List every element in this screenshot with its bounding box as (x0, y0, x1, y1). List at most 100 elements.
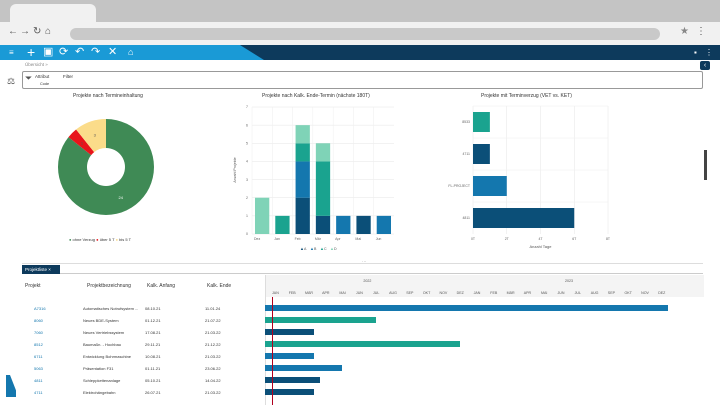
gantt-bar[interactable] (265, 377, 321, 383)
star-icon[interactable]: ★ (680, 26, 689, 37)
column-header[interactable]: Projektbezeichnung (87, 283, 131, 289)
month-label: MÄR (506, 291, 515, 295)
resize-handle-icon[interactable]: ··· (362, 259, 367, 264)
project-link[interactable]: 4811 (34, 378, 43, 383)
back-icon[interactable]: ← (8, 26, 18, 37)
bar-4711 (473, 144, 490, 164)
legend-A: A (304, 247, 307, 250)
month-label: FEB (288, 291, 296, 295)
dashboard-icon[interactable]: ⚖ (7, 76, 16, 86)
month-label: OKT (624, 291, 632, 295)
y-tick-label: 4711 (462, 152, 470, 156)
table-cell: Automatisches Notrufsystem ... (83, 306, 139, 311)
x-axis-label: Anzahl Tage (530, 244, 553, 249)
legend-ueber-5t[interactable]: über 5 T (99, 237, 115, 242)
table-cell: 05.10.21 (145, 378, 161, 383)
refresh-icon[interactable]: ⟳ (59, 46, 69, 58)
y-tick-label: 6 (246, 123, 248, 127)
redo-icon[interactable]: ↷ (91, 46, 101, 58)
month-label: DEZ (658, 291, 666, 295)
collapse-panel-button[interactable]: ‹ (700, 61, 710, 70)
legend-ohne-verzug[interactable]: ohne Verzug (72, 237, 96, 242)
bar-C-Mär (315, 161, 331, 216)
x-tick-label: 6T (572, 237, 577, 241)
breadcrumb[interactable]: Übersicht » (25, 62, 48, 67)
column-header[interactable]: Projekt (25, 283, 41, 289)
table-cell: Schleppkettenanlage (83, 378, 121, 383)
project-link[interactable]: 8060 (34, 318, 43, 323)
menu-icon[interactable]: ⋮ (696, 26, 706, 37)
home-icon[interactable]: ⌂ (128, 47, 134, 57)
year-label: 2022 (363, 279, 372, 283)
gantt-bar[interactable] (265, 317, 376, 323)
gantt-bar[interactable] (265, 389, 314, 395)
filter-label[interactable]: Filter (63, 74, 73, 79)
donut-slice-1 (68, 129, 95, 156)
gantt-bar[interactable] (265, 305, 669, 311)
gantt-header (266, 275, 704, 297)
menu-icon[interactable]: ≡ (9, 48, 14, 57)
close-icon[interactable]: ✕ (108, 46, 118, 58)
project-link[interactable]: A7316 (34, 306, 46, 311)
attribute-label[interactable]: Attribut (35, 74, 50, 79)
bar-A-Mai (356, 215, 371, 234)
more-icon[interactable]: ⋮ (705, 48, 713, 57)
y-tick-label: FL-PROJECT (448, 184, 470, 188)
bar-C-Jan (275, 215, 290, 234)
divider[interactable] (22, 263, 703, 264)
project-link[interactable]: 7060 (34, 330, 43, 335)
gantt-bar[interactable] (265, 341, 460, 347)
month-label: FEB (490, 291, 498, 295)
legend-icon: ▲ (310, 246, 314, 250)
gantt-bar[interactable] (265, 329, 314, 335)
window-icon[interactable]: ▪ (694, 48, 697, 57)
y-tick-label: 5 (246, 141, 248, 145)
bar-A-Feb (295, 197, 310, 234)
scrollbar[interactable] (704, 150, 707, 180)
month-label: SEP (607, 291, 615, 295)
slice-label: 24 (119, 195, 124, 200)
y-tick-label: 3 (246, 178, 248, 182)
column-header[interactable]: Kalk. Anfang (147, 283, 176, 289)
donut-chart: 24 1 3 (57, 119, 154, 215)
table-cell: 29.11.21 (145, 342, 161, 347)
bar-A-Mär (315, 215, 331, 234)
browser-tab[interactable] (10, 4, 96, 24)
undo-icon[interactable]: ↶ (75, 46, 85, 58)
legend-B: B (314, 247, 317, 250)
tab-projektliste[interactable]: Projektliste × (22, 265, 60, 274)
gantt-bar[interactable] (265, 353, 314, 359)
filter-icon[interactable]: ⏷ (25, 73, 33, 83)
reload-icon[interactable]: ↻ (33, 26, 42, 37)
project-link[interactable]: 4711 (34, 390, 43, 395)
gantt-bar[interactable] (265, 365, 343, 371)
month-label: OKT (422, 291, 431, 295)
table-cell: 21.03.22 (205, 330, 221, 335)
y-tick-label: 2 (246, 196, 248, 200)
column-header[interactable]: Kalk. Ende (207, 283, 232, 289)
address-bar[interactable] (70, 28, 660, 40)
month-label: JAN (272, 291, 279, 295)
bar-B-Feb (295, 161, 310, 198)
project-link[interactable]: 8512 (34, 342, 43, 347)
month-label: JAN (473, 291, 481, 295)
project-link[interactable]: 5063 (34, 366, 43, 371)
month-label: APR (523, 291, 532, 295)
table-cell: 11.01.24 (205, 306, 221, 311)
legend-bis-5t[interactable]: bis 5 T (119, 237, 132, 242)
plus-icon[interactable]: + (27, 45, 36, 60)
app-logo (6, 375, 16, 397)
forward-icon[interactable]: → (20, 26, 30, 37)
x-tick-label: Apr (335, 237, 341, 241)
donut-slice-0 (57, 119, 154, 215)
home-icon[interactable]: ⌂ (45, 26, 52, 37)
year-label: 2023 (564, 279, 573, 283)
project-link[interactable]: 6711 (34, 354, 43, 359)
table-cell: 21.03.22 (205, 390, 221, 395)
x-tick-label: 0T (471, 237, 476, 241)
save-icon[interactable]: ▣ (43, 46, 54, 58)
donut-legend: ● ohne Verzug ● über 5 T ● bis 5 T (69, 237, 132, 242)
x-tick-label: Mär (315, 237, 322, 241)
table-cell: Baumaßn. - Hochbau (83, 342, 122, 347)
table-cell: 23.06.22 (205, 366, 221, 371)
